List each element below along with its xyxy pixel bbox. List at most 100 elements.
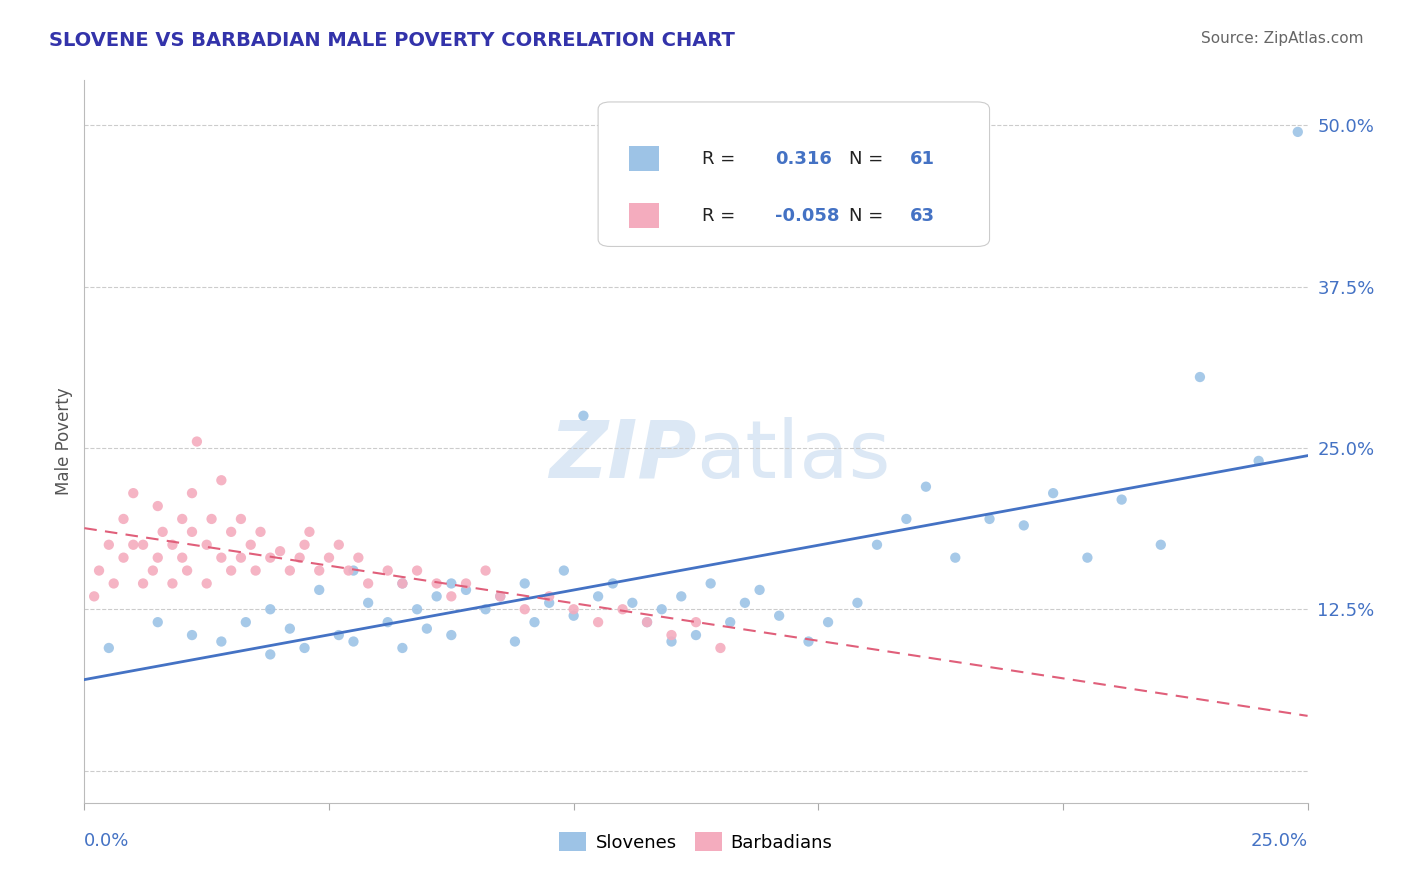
Point: [377, 615, 399, 630]
Point: [474, 602, 496, 616]
Text: 0.0%: 0.0%: [84, 831, 129, 850]
Point: [259, 648, 281, 662]
Point: [269, 544, 291, 558]
Point: [181, 524, 204, 539]
Text: SLOVENE VS BARBADIAN MALE POVERTY CORRELATION CHART: SLOVENE VS BARBADIAN MALE POVERTY CORREL…: [49, 31, 735, 50]
Point: [979, 512, 1001, 526]
Point: [513, 576, 536, 591]
Point: [342, 634, 364, 648]
Point: [162, 538, 184, 552]
Point: [699, 576, 721, 591]
Y-axis label: Male Poverty: Male Poverty: [55, 388, 73, 495]
Point: [440, 628, 463, 642]
Point: [709, 640, 731, 655]
Point: [235, 615, 257, 630]
Point: [454, 582, 477, 597]
Point: [298, 524, 321, 539]
Text: R =: R =: [702, 150, 741, 168]
Point: [685, 615, 707, 630]
Point: [357, 596, 380, 610]
Point: [219, 564, 242, 578]
Point: [308, 582, 330, 597]
Point: [1012, 518, 1035, 533]
Point: [288, 550, 311, 565]
Point: [122, 486, 145, 500]
Point: [347, 550, 370, 565]
Point: [209, 473, 232, 487]
Point: [734, 596, 756, 610]
Point: [391, 576, 413, 591]
Point: [1150, 538, 1173, 552]
Point: [503, 634, 526, 648]
Point: [259, 550, 281, 565]
Point: [209, 550, 232, 565]
Point: [239, 538, 262, 552]
Point: [142, 564, 165, 578]
Point: [195, 538, 218, 552]
Point: [249, 524, 271, 539]
Point: [97, 538, 120, 552]
Point: [186, 434, 208, 449]
Point: [181, 628, 204, 642]
Point: [1111, 492, 1133, 507]
Point: [391, 576, 413, 591]
Point: [454, 576, 477, 591]
Point: [718, 615, 741, 630]
Point: [112, 512, 135, 526]
Point: [661, 628, 683, 642]
Point: [318, 550, 340, 565]
Text: 61: 61: [910, 150, 935, 168]
Point: [586, 590, 609, 604]
Point: [122, 538, 145, 552]
Point: [83, 590, 105, 604]
Point: [1076, 550, 1098, 565]
Point: [406, 564, 429, 578]
Point: [612, 602, 634, 616]
Bar: [628, 203, 658, 228]
Point: [621, 596, 644, 610]
Point: [342, 564, 364, 578]
Point: [229, 512, 252, 526]
Text: 63: 63: [910, 207, 935, 225]
Point: [337, 564, 360, 578]
Point: [278, 564, 301, 578]
Point: [1188, 370, 1211, 384]
Point: [209, 634, 232, 648]
Text: Source: ZipAtlas.com: Source: ZipAtlas.com: [1201, 31, 1364, 46]
Point: [523, 615, 546, 630]
Bar: [628, 146, 658, 171]
Point: [817, 615, 839, 630]
Point: [602, 576, 624, 591]
Point: [132, 576, 155, 591]
Point: [426, 576, 449, 591]
Point: [586, 615, 609, 630]
Point: [636, 615, 658, 630]
Legend: Slovenes, Barbadians: Slovenes, Barbadians: [553, 825, 839, 859]
Point: [152, 524, 174, 539]
Point: [112, 550, 135, 565]
Point: [103, 576, 125, 591]
Point: [562, 602, 585, 616]
Text: -0.058: -0.058: [776, 207, 839, 225]
Point: [489, 590, 512, 604]
Point: [572, 409, 595, 423]
Point: [513, 602, 536, 616]
Text: atlas: atlas: [696, 417, 890, 495]
Text: ZIP: ZIP: [548, 417, 696, 495]
Point: [377, 564, 399, 578]
Point: [172, 512, 194, 526]
Point: [426, 590, 449, 604]
Point: [553, 564, 575, 578]
Point: [328, 538, 350, 552]
Point: [132, 538, 155, 552]
Point: [636, 615, 658, 630]
Point: [391, 640, 413, 655]
Point: [489, 590, 512, 604]
Point: [671, 590, 693, 604]
Point: [146, 615, 169, 630]
Point: [181, 486, 204, 500]
Point: [328, 628, 350, 642]
Point: [195, 576, 218, 591]
Point: [797, 634, 820, 648]
Point: [915, 480, 938, 494]
